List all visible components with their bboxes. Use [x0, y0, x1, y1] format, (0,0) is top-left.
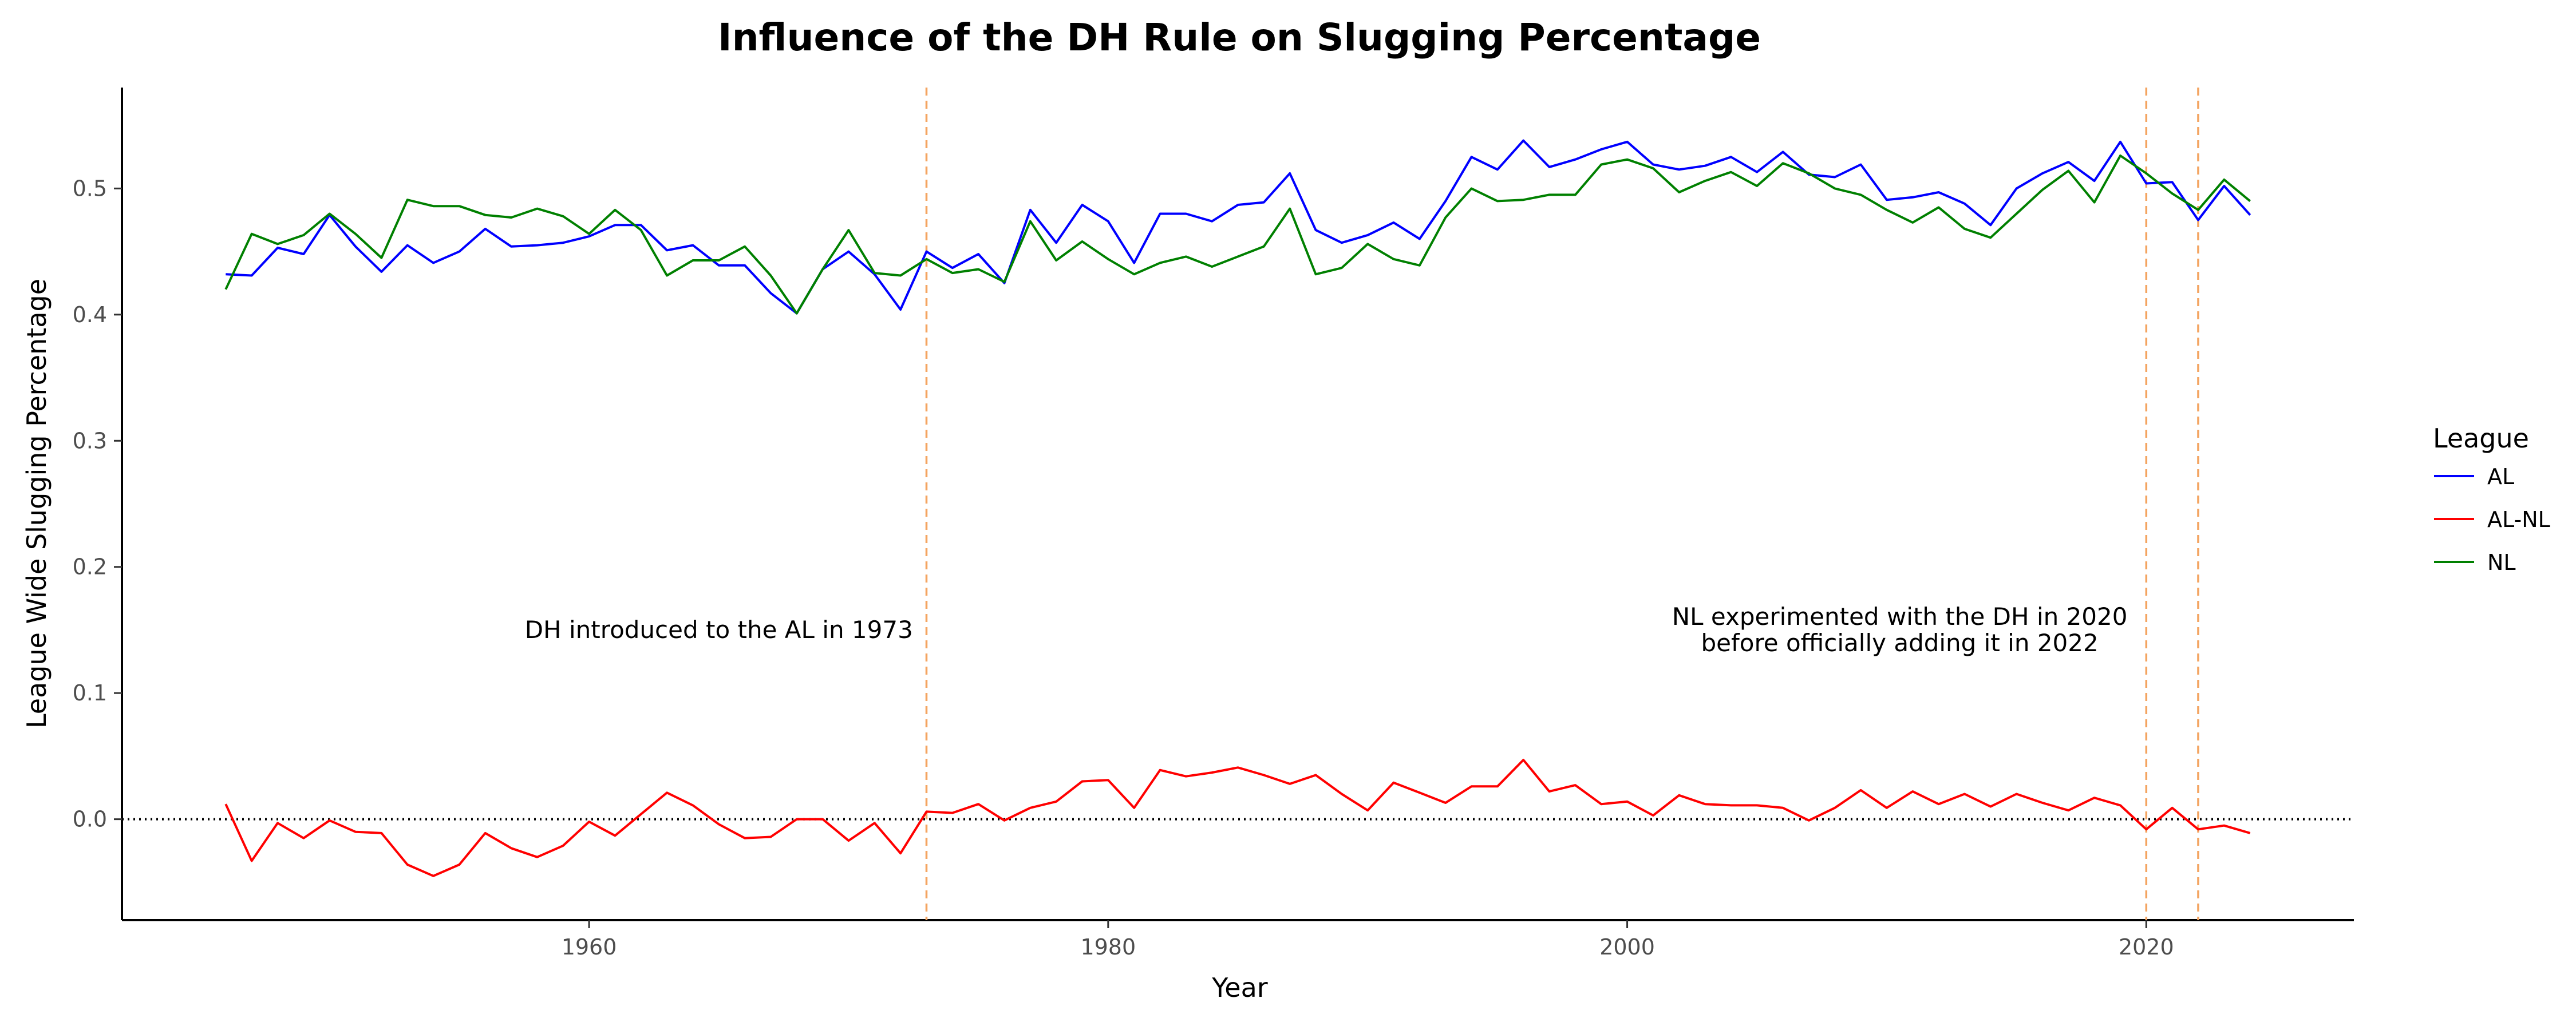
y-tick-label: 0.1	[73, 680, 107, 706]
y-tick-label: 0.2	[73, 554, 107, 580]
legend-title: League	[2433, 423, 2529, 454]
annotation-2-line-2: before officially adding it in 2022	[1701, 629, 2098, 657]
chart-title: Influence of the DH Rule on Slugging Per…	[718, 15, 1761, 60]
series-line-al	[226, 139, 2251, 315]
series-line-nl	[224, 154, 2251, 315]
y-axis-label: League Wide Slugging Percentage	[21, 279, 52, 728]
legend: League AL AL-NL NL	[2433, 423, 2550, 575]
plot-area: 0.0 0.1 0.2 0.3 0.4 0.5 1960 1980 2000 2020 DH int…	[73, 88, 2354, 960]
legend-label-al: AL	[2487, 464, 2514, 489]
x-tick-label: 2020	[2119, 934, 2174, 960]
series-line-al-nl	[224, 759, 2251, 877]
y-tick-label: 0.5	[73, 176, 107, 201]
y-tick-label: 0.4	[73, 302, 107, 327]
x-tick-label: 2000	[1599, 934, 1655, 960]
x-tick-label: 1960	[562, 934, 617, 960]
annotation-2-line-1: NL experimented with the DH in 2020	[1672, 603, 2128, 631]
annotation-1-line-1: DH introduced to the AL in 1973	[525, 616, 913, 644]
x-tick-label: 1980	[1080, 934, 1136, 960]
x-axis-label: Year	[1211, 972, 1267, 1003]
y-tick-label: 0.3	[73, 428, 107, 453]
y-tick-label: 0.0	[73, 807, 107, 832]
legend-label-al-nl: AL-NL	[2487, 507, 2550, 532]
legend-label-nl: NL	[2487, 550, 2516, 575]
